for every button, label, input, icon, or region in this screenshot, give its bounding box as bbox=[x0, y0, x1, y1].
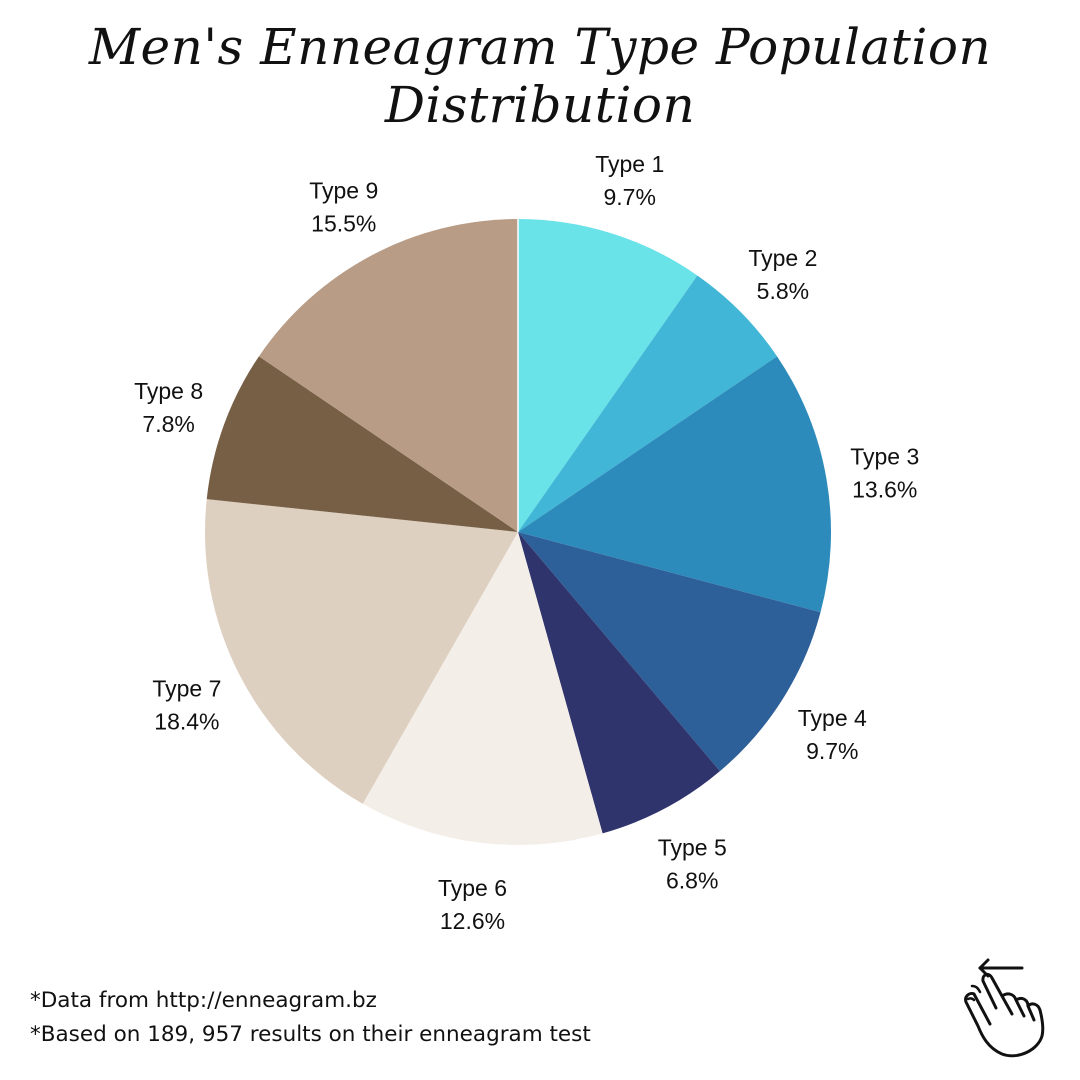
slice-label-type-9: Type 9 bbox=[309, 177, 378, 203]
footnote-source: *Data from http://enneagram.bz bbox=[30, 988, 377, 1013]
swipe-left-hand-icon bbox=[964, 958, 1045, 1058]
pie-labels: Type 1 9.7% Type 2 5.8% Type 3 13.6% Type 4 9.7… bbox=[134, 151, 919, 934]
slice-value-label-1: 9.7% bbox=[604, 184, 656, 210]
slice-label-type-8: Type 8 bbox=[134, 378, 203, 404]
slice-value-label-8: 7.8% bbox=[142, 411, 194, 437]
slice-value-label-2: 5.8% bbox=[757, 278, 809, 304]
pie-slice-6 bbox=[362, 532, 603, 845]
pie-slices bbox=[205, 219, 831, 845]
slice-value-label-7: 18.4% bbox=[154, 709, 219, 735]
slice-value-label-3: 13.6% bbox=[852, 477, 917, 503]
pie-slice-3 bbox=[518, 356, 831, 613]
slice-value-label-9: 15.5% bbox=[311, 210, 376, 236]
slice-label-type-6: Type 6 bbox=[438, 875, 507, 901]
footnote-basis: *Based on 189, 957 results on their enne… bbox=[30, 1022, 591, 1047]
slice-value-label-5: 6.8% bbox=[666, 868, 718, 894]
slice-label-type-3: Type 3 bbox=[850, 444, 919, 470]
pie-slice-8 bbox=[206, 356, 518, 532]
slice-value-label-4: 9.7% bbox=[806, 738, 858, 764]
pie-slice-1 bbox=[518, 219, 698, 532]
pie-slice-7 bbox=[205, 499, 518, 804]
pie-slice-5 bbox=[518, 532, 720, 834]
pie-slice-4 bbox=[518, 532, 821, 772]
pie-slice-2 bbox=[518, 275, 778, 532]
slice-value-label-6: 12.6% bbox=[440, 908, 505, 934]
slice-label-type-4: Type 4 bbox=[798, 705, 867, 731]
slice-label-type-7: Type 7 bbox=[152, 676, 221, 702]
slice-label-type-5: Type 5 bbox=[658, 835, 727, 861]
slice-label-type-2: Type 2 bbox=[748, 245, 817, 271]
chart-title: Men's Enneagram Type Population Distribu… bbox=[88, 18, 992, 134]
pie-slice-9 bbox=[258, 219, 518, 532]
slice-label-type-1: Type 1 bbox=[595, 151, 664, 177]
